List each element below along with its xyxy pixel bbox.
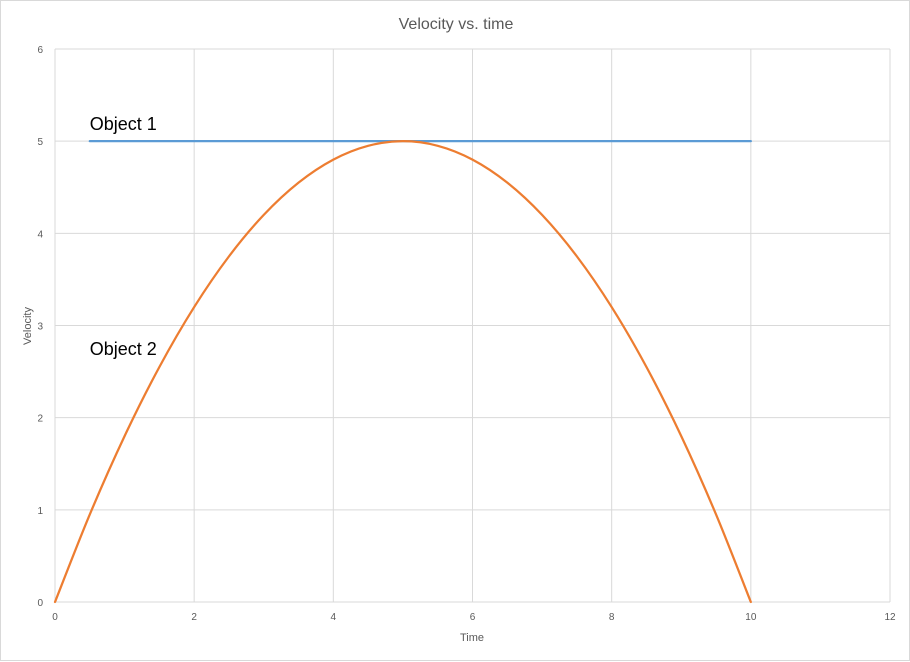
chart-title: Velocity vs. time <box>399 16 514 33</box>
grid-lines <box>54 48 891 603</box>
y-tick-label: 2 <box>37 414 43 425</box>
x-tick-label: 4 <box>331 612 337 623</box>
annotation-label: Object 1 <box>90 114 157 134</box>
x-tick-label: 12 <box>884 612 896 623</box>
y-tick-label: 6 <box>37 45 43 56</box>
annotations: Object 1 Object 2 <box>90 114 157 359</box>
y-axis-title: Velocity <box>22 307 34 345</box>
x-tick-label: 0 <box>52 612 58 623</box>
series-lines <box>53 140 752 604</box>
y-tick-label: 3 <box>37 322 43 333</box>
x-axis-title: Time <box>460 632 484 644</box>
annotation-label: Object 2 <box>90 339 157 359</box>
x-tick-label: 2 <box>191 612 197 623</box>
y-tick-label: 1 <box>37 506 43 517</box>
y-tick-label: 5 <box>37 137 43 148</box>
x-tick-label: 6 <box>470 612 476 623</box>
x-tick-label: 8 <box>609 612 615 623</box>
y-tick-label: 4 <box>37 229 43 240</box>
series-line-2 <box>53 140 752 604</box>
x-tick-label: 10 <box>745 612 757 623</box>
y-tick-label: 0 <box>37 598 43 609</box>
